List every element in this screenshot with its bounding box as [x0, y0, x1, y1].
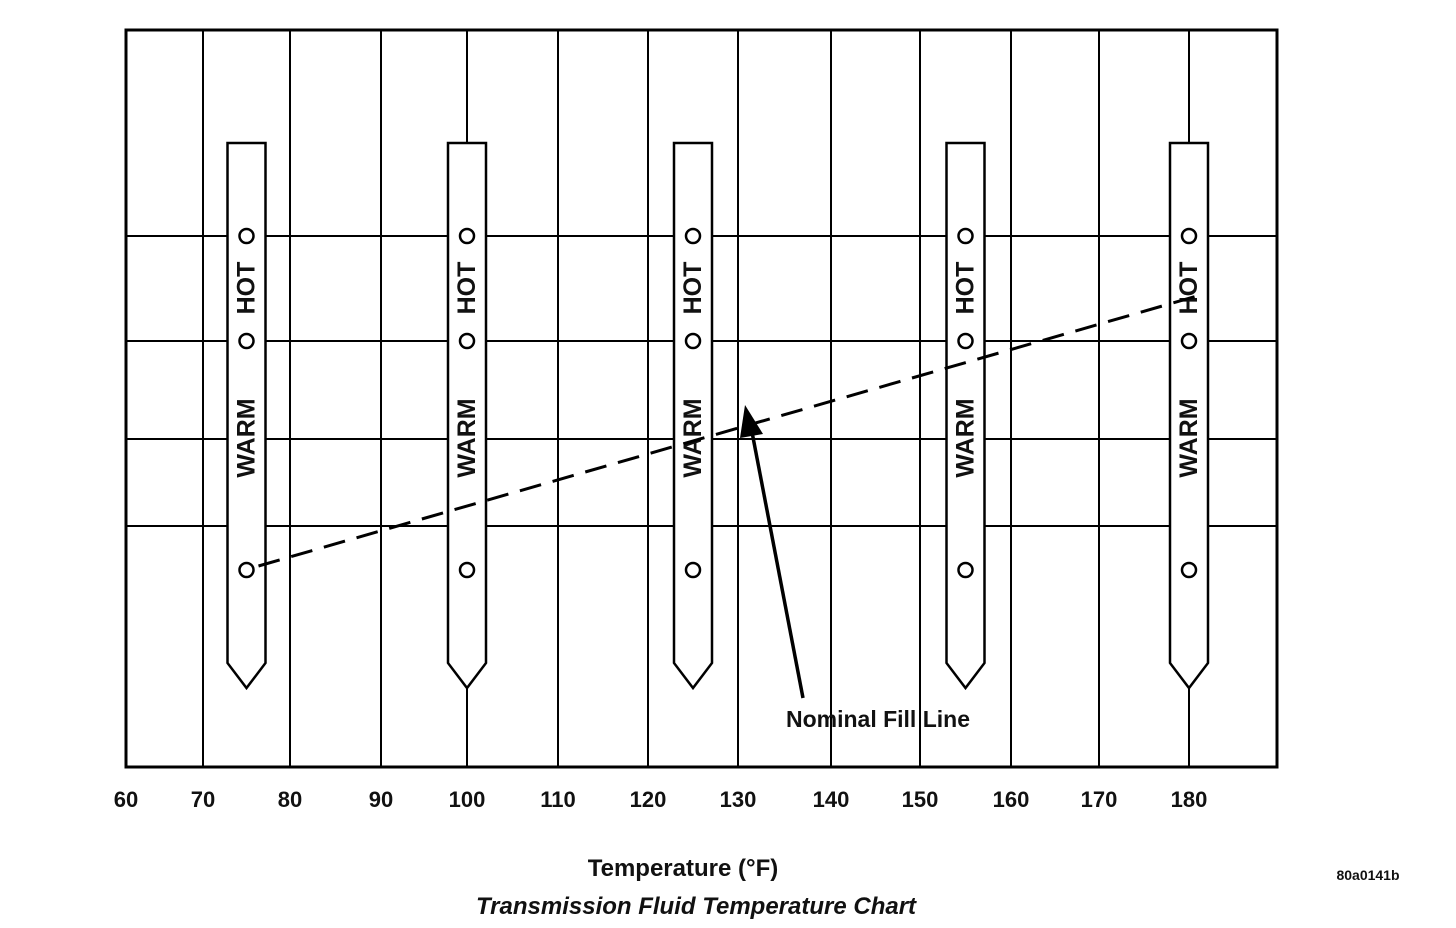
dipstick-mark — [957, 561, 974, 579]
dipstick-mark — [238, 332, 255, 350]
annotation-arrow-head — [740, 405, 763, 438]
dipstick: HOT WARM — [1168, 141, 1210, 691]
x-tick-label: 180 — [1171, 787, 1208, 812]
x-tick-label: 100 — [449, 787, 486, 812]
dipstick-mark — [1180, 332, 1198, 350]
hot-label: HOT — [679, 262, 707, 315]
dipstick-mark — [238, 227, 255, 245]
dipstick: HOT WARM — [446, 141, 488, 691]
x-tick-label: 90 — [369, 787, 393, 812]
dipstick-mark — [458, 561, 476, 579]
x-tick-label: 140 — [813, 787, 850, 812]
dipstick-body — [446, 141, 488, 691]
dipstick: HOT WARM — [945, 141, 986, 691]
nominal-fill-line-label: Nominal Fill Line — [786, 706, 970, 732]
warm-label: WARM — [453, 398, 481, 477]
dipstick-mark — [957, 227, 974, 245]
hot-label: HOT — [952, 262, 980, 315]
dipstick-mark — [684, 561, 702, 579]
dipstick-mark — [957, 332, 974, 350]
nominal-fill-line — [258, 292, 1205, 568]
hot-label: HOT — [233, 262, 261, 315]
dipstick-body — [1168, 141, 1210, 691]
x-tick-label: 120 — [630, 787, 667, 812]
dipstick-body — [226, 141, 267, 691]
hot-label: HOT — [453, 262, 481, 315]
dipstick-mark — [1180, 227, 1198, 245]
x-axis-label: Temperature (°F) — [588, 855, 779, 882]
dipstick-mark — [458, 227, 476, 245]
dipstick-mark — [684, 227, 702, 245]
warm-label: WARM — [1175, 398, 1203, 477]
plot-frame — [124, 28, 1279, 769]
chart-title: Transmission Fluid Temperature Chart — [476, 893, 917, 920]
warm-label: WARM — [952, 398, 980, 477]
hot-label: HOT — [1175, 262, 1203, 315]
dipstick-body — [672, 141, 714, 691]
annotation-arrow-shaft — [750, 431, 805, 699]
warm-label: WARM — [233, 398, 261, 477]
x-tick-label: 170 — [1081, 787, 1118, 812]
x-tick-labels: 60 70 80 90 100 110 120 130 140 150 160 170 180 — [114, 787, 1208, 812]
dipstick-mark — [238, 561, 255, 579]
dipstick: HOT WARM — [226, 141, 267, 691]
dipstick-mark — [458, 332, 476, 350]
dipstick-mark — [684, 332, 702, 350]
dipstick-body — [945, 141, 986, 691]
x-tick-label: 110 — [540, 787, 576, 812]
x-tick-label: 60 — [114, 787, 138, 812]
x-tick-label: 80 — [278, 787, 302, 812]
fill-line-layer — [258, 292, 1205, 699]
x-tick-label: 150 — [902, 787, 939, 812]
x-tick-label: 70 — [191, 787, 215, 812]
figure-id: 80a0141b — [1336, 867, 1399, 883]
dipstick-mark — [1180, 561, 1198, 579]
x-tick-label: 160 — [993, 787, 1030, 812]
x-tick-label: 130 — [720, 787, 757, 812]
